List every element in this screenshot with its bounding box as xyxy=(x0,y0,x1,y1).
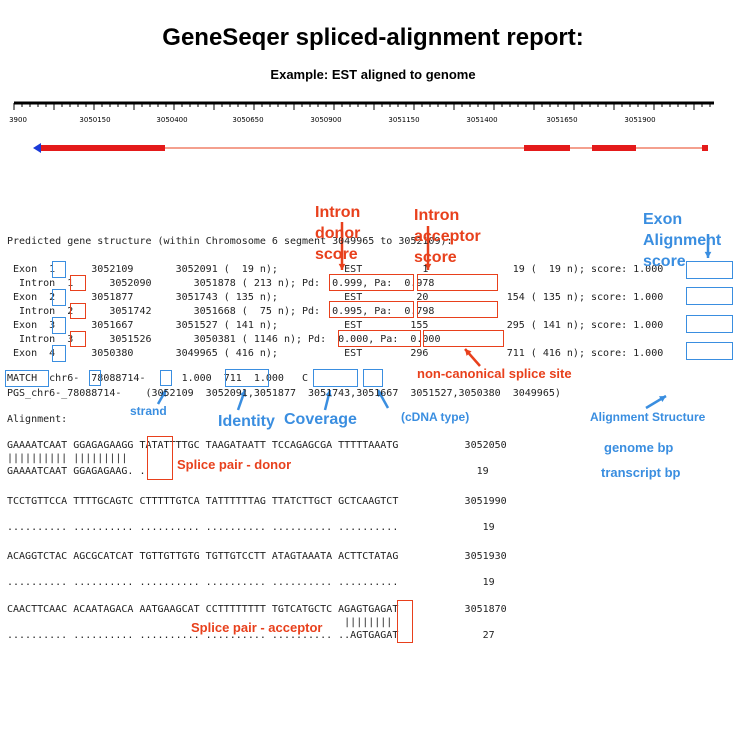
ruler-tick-label: 3050400 xyxy=(156,116,188,124)
cdna-type-box xyxy=(363,369,383,387)
intron-2-number-box xyxy=(70,303,86,319)
ruler-tick-label: 3051650 xyxy=(546,116,578,124)
arrow-exon-score-head xyxy=(704,251,712,258)
alignment-genome-2: TCCTGTTCCA TTTTGCAGTC CTTTTTGTCA TATTTTT… xyxy=(7,496,507,507)
alignment-transcript-1-pos: 19 xyxy=(7,466,489,477)
arrow-donor-head xyxy=(338,263,346,270)
alignment-bars-1: |||||||||| ||||||||| xyxy=(7,453,128,464)
alignment-genome-3: ACAGGTCTAC AGCGCATCAT TGTTGTTGTG TGTTGTC… xyxy=(7,551,507,562)
identity-box xyxy=(225,369,269,387)
exon-block-3 xyxy=(592,145,636,151)
annotation-arrows xyxy=(156,222,712,411)
label-genome-bp: genome bp xyxy=(604,440,674,455)
strand-arrow xyxy=(33,143,41,153)
exon-2-line: Exon 2 3051877 3051743 ( 135 n); EST 20 … xyxy=(7,292,664,303)
exon-1-number-box xyxy=(52,261,66,278)
ruler-tick-label: 3050650 xyxy=(232,116,264,124)
intron-2-line: Intron 2 3051742 3051668 ( 75 n); Pd: 0.… xyxy=(7,306,435,317)
alignment-transcript-3: .......... .......... .......... .......… xyxy=(7,577,495,588)
label-identity: Identity xyxy=(218,413,275,430)
pa-3-box xyxy=(423,330,504,347)
label-splice-donor: Splice pair - donor xyxy=(177,457,292,472)
match-box xyxy=(5,370,49,387)
alignment-transcript-4: .......... .......... .......... .......… xyxy=(7,630,495,641)
label-alignment-structure: Alignment Structure xyxy=(590,410,706,424)
exon-4-score-box xyxy=(686,342,733,360)
arrow-non-canonical-head xyxy=(465,349,472,356)
pgs-line: PGS_chr6-_78088714- (3052109 3052091,305… xyxy=(7,388,561,399)
splice-donor-box xyxy=(147,436,173,480)
strand2-box xyxy=(160,370,172,386)
intron-1-line: Intron 1 3052090 3051878 ( 213 n); Pd: 0… xyxy=(7,278,435,289)
label-strand: strand xyxy=(130,404,167,418)
pa-2-box xyxy=(417,301,498,318)
ruler-tick-label: 3051150 xyxy=(388,116,420,124)
arrow-coverage-head xyxy=(325,390,332,397)
page-title: GeneSeqer spliced-alignment report: xyxy=(162,24,584,51)
intron-3-number-box xyxy=(70,331,86,347)
arrow-identity-head xyxy=(239,390,247,397)
ruler-tick-label: 3050150 xyxy=(79,116,111,124)
label-intron-donor: Intron donor score xyxy=(315,204,361,263)
exon-3-number-box xyxy=(52,317,66,334)
pd-3-box xyxy=(338,330,421,347)
exon-4-line: Exon 4 3050380 3049965 ( 416 n); EST 296… xyxy=(7,348,664,359)
exon-block-1 xyxy=(40,145,165,151)
alignment-bars-4: |||||||| xyxy=(7,617,393,628)
label-non-canonical: non-canonical splice site xyxy=(417,366,572,381)
splice-acceptor-box xyxy=(397,600,413,643)
label-exon-alignment-score: Exon Alignment score xyxy=(643,211,722,270)
ruler-tick-label: 3050900 xyxy=(310,116,342,124)
exon-4-number-box xyxy=(52,345,66,362)
label-splice-acceptor: Splice pair - acceptor xyxy=(191,620,323,635)
alignment-genome-1: GAAAATCAAT GGAGAGAAGG TATATTTTGC TAAGATA… xyxy=(7,440,507,451)
gene-track xyxy=(33,143,708,153)
exon-3-score-box xyxy=(686,315,733,333)
label-cdna-type: (cDNA type) xyxy=(401,410,470,424)
pa-1-box xyxy=(417,274,498,291)
ruler-ticks xyxy=(13,103,711,110)
alignment-genome-4: CAACTTCAAC ACAATAGACA AATGAAGCAT CCTTTTT… xyxy=(7,604,507,615)
exon-3-line: Exon 3 3051667 3051527 ( 141 n); EST 155… xyxy=(7,320,664,331)
strand-box xyxy=(89,370,101,386)
pd-1-box xyxy=(329,274,414,291)
ruler-tick-label: 3900 xyxy=(9,116,27,124)
ruler-tick-label: 3051400 xyxy=(466,116,498,124)
ruler-tick-label: 3051900 xyxy=(624,116,656,124)
pd-2-box xyxy=(329,301,414,318)
exon-block-2 xyxy=(524,145,570,151)
arrow-strand-head xyxy=(160,390,166,397)
alignment-label: Alignment: xyxy=(7,414,68,425)
arrow-structure-head xyxy=(659,396,666,403)
coverage-box xyxy=(313,369,358,387)
label-transcript-bp: transcript bp xyxy=(601,465,681,480)
exon-1-score-box xyxy=(686,261,733,279)
intron-1-number-box xyxy=(70,275,86,291)
intron-3-line: Intron 3 3051526 3050381 ( 1146 n); Pd: … xyxy=(7,334,441,345)
page-subtitle: Example: EST aligned to genome xyxy=(270,67,476,82)
exon-2-score-box xyxy=(686,287,733,305)
exon-1-line: Exon 1 3052109 3052091 ( 19 n); EST 1 19… xyxy=(7,264,664,275)
arrow-cdna-head xyxy=(378,390,384,397)
alignment-transcript-2: .......... .......... .......... .......… xyxy=(7,522,495,533)
exon-block-4 xyxy=(702,145,708,151)
arrow-acceptor-head xyxy=(424,263,432,270)
label-coverage: Coverage xyxy=(284,411,357,428)
structure-header: Predicted gene structure (within Chromos… xyxy=(7,236,453,247)
alignment-transcript-1: GAAAATCAAT GGAGAGAAG. . xyxy=(7,466,146,477)
label-intron-acceptor: Intron acceptor score xyxy=(414,207,481,266)
exon-2-number-box xyxy=(52,289,66,306)
